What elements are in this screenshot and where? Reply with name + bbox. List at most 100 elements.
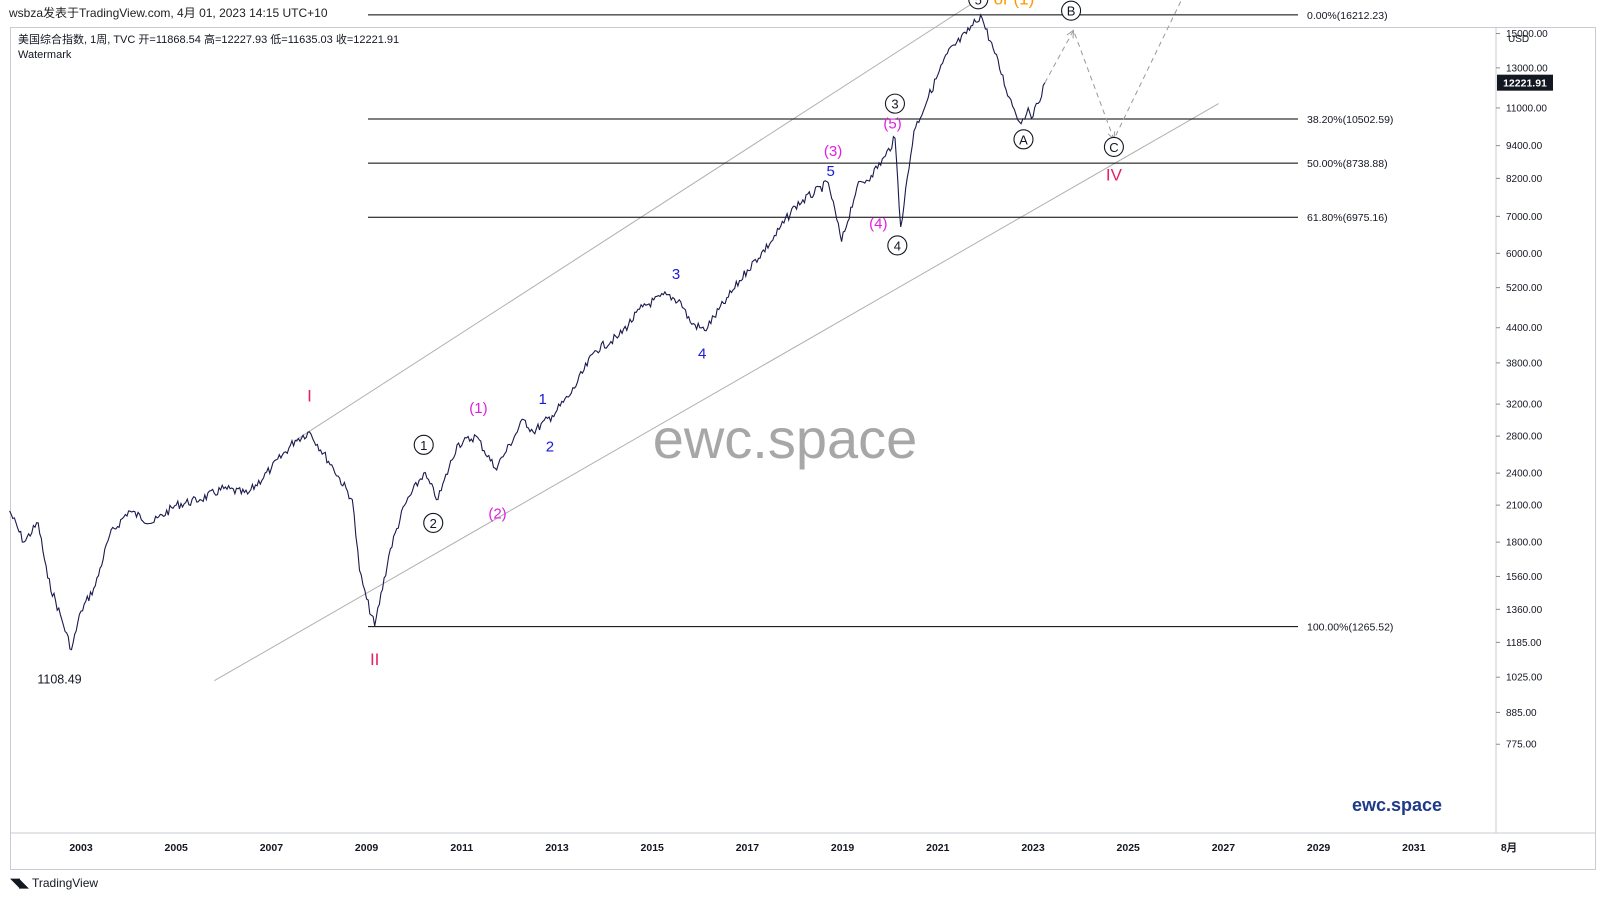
symbol-ohlc: 美国综合指数, 1周, TVC 开=11868.54 高=12227.93 低=…: [18, 34, 400, 46]
chart-plot-area: [11, 28, 1596, 834]
wave-label: or (1): [994, 0, 1035, 8]
wave-label: 5: [975, 0, 982, 7]
fib-level-label: 0.00%(16212.23): [1307, 10, 1388, 22]
x-tick-label: 2019: [831, 842, 855, 854]
wave-label: (4): [869, 215, 887, 232]
y-tick-label: 2400.00: [1506, 469, 1543, 480]
fibonacci-retracement[interactable]: 0.00%(16212.23) 38.20%(10502.59) 50.00%(87…: [368, 10, 1393, 634]
time-axis[interactable]: 2003 2005 2007 2009 2011 2013 2015 2017 2019 2021…: [69, 842, 1517, 854]
footer-brand[interactable]: TradingView: [32, 876, 99, 890]
x-tick-label: 2027: [1212, 842, 1236, 854]
wave-label: 2: [430, 516, 437, 531]
wave-label-circle: [1103, 136, 1124, 157]
y-tick-label: 2100.00: [1506, 501, 1543, 512]
y-tick-label: 1185.00: [1506, 638, 1542, 649]
wave-label-circle: [884, 93, 906, 114]
current-price-tag: 12221.91: [1497, 74, 1553, 91]
wave-label: 4: [894, 238, 901, 253]
x-tick-label: 2015: [641, 842, 665, 854]
y-tick-label: 885.00: [1506, 708, 1537, 719]
x-tick-label: 2021: [926, 842, 950, 854]
y-tick-label: 2800.00: [1506, 432, 1543, 443]
current-price-tag-label: 12221.91: [1503, 78, 1547, 90]
projection-arrowhead: [1066, 29, 1075, 39]
y-tick-label: 1560.00: [1506, 572, 1543, 583]
x-tick-label: 8月: [1501, 842, 1517, 854]
wave-label: 1: [420, 438, 427, 453]
fib-level-label: 100.00%(1265.52): [1307, 622, 1393, 634]
wave-label-circle: [423, 512, 444, 533]
symbol-legend[interactable]: 美国综合指数, 1周, TVC 开=11868.54 高=12227.93 低=…: [18, 33, 399, 63]
tradingview-logo-icon: ◥◣: [10, 875, 29, 890]
y-tick-label: 1025.00: [1506, 673, 1543, 684]
y-tick-label: 4400.00: [1506, 323, 1543, 334]
publish-header: wsbza发表于TradingView.com, 4月 01, 2023 14:…: [0, 0, 1603, 26]
wave-labels[interactable]: IIIIIIIVV12345ABCor (1)(1)(2)(3)(4)(5)12…: [307, 0, 1251, 669]
y-tick-label: 3800.00: [1506, 358, 1543, 369]
price-series-line: [9, 13, 1046, 651]
x-tick-label: 2009: [355, 842, 379, 854]
trend-channel[interactable]: [214, 0, 1219, 682]
x-tick-label: 2029: [1307, 842, 1331, 854]
y-tick-label: 13000.00: [1506, 63, 1548, 74]
annotations: 1108.49: [37, 673, 81, 687]
wave-label: C: [1109, 140, 1118, 155]
projection-path[interactable]: [1044, 0, 1228, 141]
x-tick-label: 2007: [260, 842, 284, 854]
wave-label: (3): [824, 143, 842, 160]
x-tick-label: 2003: [69, 842, 93, 854]
y-tick-label: 1360.00: [1506, 605, 1543, 616]
wave-label: A: [1019, 132, 1028, 147]
wave-label: B: [1067, 4, 1076, 19]
watermark-label: Watermark: [18, 49, 72, 61]
x-tick-label: 2023: [1021, 842, 1045, 854]
price-axis[interactable]: USD 775.00 885.00 1025.00 1185.00 1360.00 1560…: [1496, 0, 1548, 751]
wave-label: 3: [891, 97, 898, 112]
x-tick-label: 2011: [450, 842, 473, 854]
y-tick-label: 3200.00: [1506, 400, 1543, 411]
wave-label: (1): [469, 400, 487, 417]
wave-label-circle: [413, 434, 434, 455]
channel-line-upper: [294, 0, 979, 441]
current-price-tag-bg: [1497, 74, 1553, 91]
wave-label: 1: [539, 391, 547, 408]
y-tick-label: 1800.00: [1506, 538, 1543, 549]
wave-label: 4: [698, 346, 706, 363]
x-tick-label: 2025: [1117, 842, 1141, 854]
wave-label: (5): [883, 116, 901, 133]
fib-level-label: 50.00%(8738.88): [1307, 158, 1388, 170]
y-tick-label: 15000.00: [1506, 29, 1548, 40]
x-tick-label: 2017: [736, 842, 760, 854]
y-tick-label: 8200.00: [1506, 174, 1543, 185]
publish-info: wsbza发表于TradingView.com, 4月 01, 2023 14:…: [9, 6, 328, 20]
wave-label: II: [370, 650, 379, 669]
wave-label: 5: [827, 163, 835, 180]
wave-label: 3: [672, 266, 680, 283]
low-price-annotation: 1108.49: [37, 673, 81, 687]
footer: ◥◣ TradingView: [10, 871, 98, 895]
wave-label-circle: [968, 0, 989, 10]
wave-label: 2: [546, 439, 554, 456]
wave-label-circle: [887, 235, 908, 256]
watermark-text: ewc.space: [653, 407, 918, 470]
channel-line-lower: [214, 103, 1219, 682]
fib-level-label: 38.20%(10502.59): [1307, 114, 1393, 126]
wave-label-circle: [1013, 129, 1034, 150]
wave-label-circle: [1061, 0, 1082, 21]
y-tick-label: 9400.00: [1506, 141, 1543, 152]
x-tick-label: 2013: [545, 842, 569, 854]
wave-label: IV: [1106, 165, 1123, 184]
brand-mark: ewc.space: [1352, 795, 1443, 815]
wave-label: (2): [488, 505, 506, 522]
wave-label: I: [307, 387, 312, 406]
y-tick-label: 5200.00: [1506, 283, 1543, 294]
y-tick-label: 11000.00: [1506, 103, 1547, 114]
y-tick-label: 6000.00: [1506, 249, 1543, 260]
y-tick-label: 7000.00: [1506, 212, 1543, 223]
x-tick-label: 2005: [165, 842, 189, 854]
x-tick-label: 2031: [1402, 842, 1426, 854]
currency-label: USD: [1508, 34, 1529, 45]
chart-frame: [10, 27, 1596, 870]
fib-level-label: 61.80%(6975.16): [1307, 212, 1388, 224]
